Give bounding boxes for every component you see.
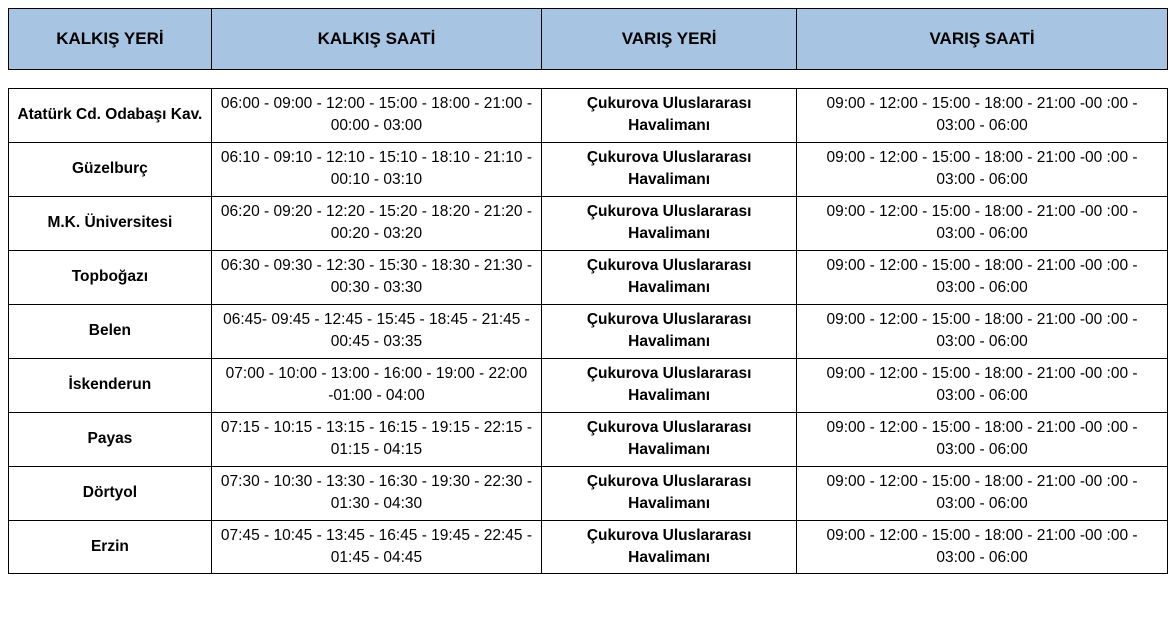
departure-place-cell: Erzin: [9, 520, 212, 574]
column-header-arrival-place: VARIŞ YERİ: [542, 9, 797, 70]
departure-time-cell: 06:45- 09:45 - 12:45 - 15:45 - 18:45 - 2…: [211, 304, 541, 358]
table-row: M.K. Üniversitesi06:20 - 09:20 - 12:20 -…: [9, 196, 1168, 250]
column-header-departure-place: KALKIŞ YERİ: [9, 9, 212, 70]
arrival-place-cell: Çukurova Uluslararası Havalimanı: [542, 89, 797, 143]
arrival-place-cell: Çukurova Uluslararası Havalimanı: [542, 358, 797, 412]
arrival-time-cell: 09:00 - 12:00 - 15:00 - 18:00 - 21:00 -0…: [797, 250, 1168, 304]
table-row: Erzin07:45 - 10:45 - 13:45 - 16:45 - 19:…: [9, 520, 1168, 574]
departure-place-cell: Atatürk Cd. Odabaşı Kav.: [9, 89, 212, 143]
schedule-data-table: Atatürk Cd. Odabaşı Kav.06:00 - 09:00 - …: [8, 88, 1168, 574]
departure-time-cell: 06:20 - 09:20 - 12:20 - 15:20 - 18:20 - …: [211, 196, 541, 250]
arrival-time-cell: 09:00 - 12:00 - 15:00 - 18:00 - 21:00 -0…: [797, 520, 1168, 574]
arrival-time-cell: 09:00 - 12:00 - 15:00 - 18:00 - 21:00 -0…: [797, 196, 1168, 250]
column-header-departure-time: KALKIŞ SAATİ: [211, 9, 541, 70]
departure-time-cell: 07:15 - 10:15 - 13:15 - 16:15 - 19:15 - …: [211, 412, 541, 466]
arrival-time-cell: 09:00 - 12:00 - 15:00 - 18:00 - 21:00 -0…: [797, 358, 1168, 412]
arrival-time-cell: 09:00 - 12:00 - 15:00 - 18:00 - 21:00 -0…: [797, 142, 1168, 196]
departure-place-cell: Topboğazı: [9, 250, 212, 304]
arrival-time-cell: 09:00 - 12:00 - 15:00 - 18:00 - 21:00 -0…: [797, 466, 1168, 520]
table-row: İskenderun07:00 - 10:00 - 13:00 - 16:00 …: [9, 358, 1168, 412]
arrival-place-cell: Çukurova Uluslararası Havalimanı: [542, 250, 797, 304]
arrival-place-cell: Çukurova Uluslararası Havalimanı: [542, 466, 797, 520]
header-row: KALKIŞ YERİ KALKIŞ SAATİ VARIŞ YERİ VARI…: [9, 9, 1168, 70]
arrival-place-cell: Çukurova Uluslararası Havalimanı: [542, 304, 797, 358]
arrival-place-cell: Çukurova Uluslararası Havalimanı: [542, 196, 797, 250]
arrival-place-cell: Çukurova Uluslararası Havalimanı: [542, 142, 797, 196]
schedule-header-table: KALKIŞ YERİ KALKIŞ SAATİ VARIŞ YERİ VARI…: [8, 8, 1168, 70]
column-header-arrival-time: VARIŞ SAATİ: [797, 9, 1168, 70]
departure-time-cell: 07:00 - 10:00 - 13:00 - 16:00 - 19:00 - …: [211, 358, 541, 412]
table-row: Topboğazı06:30 - 09:30 - 12:30 - 15:30 -…: [9, 250, 1168, 304]
departure-place-cell: Dörtyol: [9, 466, 212, 520]
arrival-place-cell: Çukurova Uluslararası Havalimanı: [542, 520, 797, 574]
departure-place-cell: Payas: [9, 412, 212, 466]
departure-place-cell: Belen: [9, 304, 212, 358]
table-row: Payas07:15 - 10:15 - 13:15 - 16:15 - 19:…: [9, 412, 1168, 466]
arrival-time-cell: 09:00 - 12:00 - 15:00 - 18:00 - 21:00 -0…: [797, 412, 1168, 466]
arrival-place-cell: Çukurova Uluslararası Havalimanı: [542, 412, 797, 466]
departure-time-cell: 06:10 - 09:10 - 12:10 - 15:10 - 18:10 - …: [211, 142, 541, 196]
arrival-time-cell: 09:00 - 12:00 - 15:00 - 18:00 - 21:00 -0…: [797, 304, 1168, 358]
departure-place-cell: M.K. Üniversitesi: [9, 196, 212, 250]
table-row: Atatürk Cd. Odabaşı Kav.06:00 - 09:00 - …: [9, 89, 1168, 143]
schedule-body: Atatürk Cd. Odabaşı Kav.06:00 - 09:00 - …: [9, 89, 1168, 574]
table-row: Belen06:45- 09:45 - 12:45 - 15:45 - 18:4…: [9, 304, 1168, 358]
arrival-time-cell: 09:00 - 12:00 - 15:00 - 18:00 - 21:00 -0…: [797, 89, 1168, 143]
table-row: Güzelburç06:10 - 09:10 - 12:10 - 15:10 -…: [9, 142, 1168, 196]
departure-time-cell: 07:30 - 10:30 - 13:30 - 16:30 - 19:30 - …: [211, 466, 541, 520]
departure-place-cell: Güzelburç: [9, 142, 212, 196]
departure-time-cell: 06:30 - 09:30 - 12:30 - 15:30 - 18:30 - …: [211, 250, 541, 304]
table-row: Dörtyol07:30 - 10:30 - 13:30 - 16:30 - 1…: [9, 466, 1168, 520]
departure-time-cell: 06:00 - 09:00 - 12:00 - 15:00 - 18:00 - …: [211, 89, 541, 143]
departure-place-cell: İskenderun: [9, 358, 212, 412]
departure-time-cell: 07:45 - 10:45 - 13:45 - 16:45 - 19:45 - …: [211, 520, 541, 574]
